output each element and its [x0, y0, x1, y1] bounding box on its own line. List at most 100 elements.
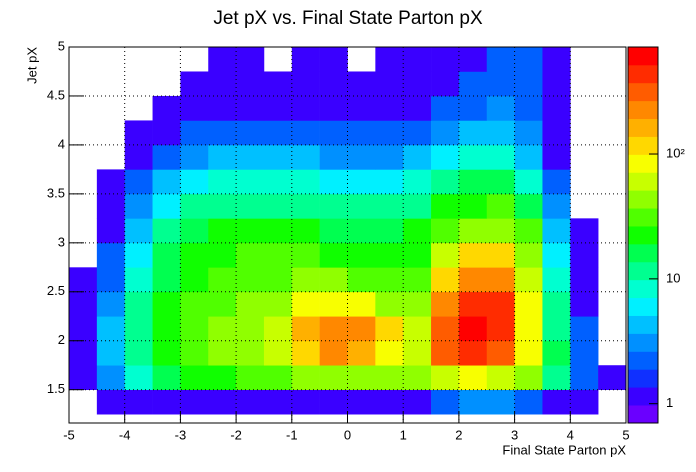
colorbar-tick-label: 1 — [666, 395, 673, 410]
heatmap-cell — [319, 389, 348, 415]
colorbar-band — [628, 154, 658, 173]
heatmap-cell — [514, 218, 543, 244]
heatmap-cell — [375, 95, 404, 121]
x-tick-label: -2 — [230, 427, 242, 442]
heatmap-cell — [263, 95, 293, 121]
heatmap-cell — [208, 267, 237, 293]
heatmap-cell — [431, 120, 460, 146]
heatmap-cell — [236, 47, 265, 72]
heatmap-cell — [96, 169, 125, 195]
heatmap-cell — [403, 316, 432, 342]
heatmap-cell — [375, 242, 404, 268]
x-tick-label: 0 — [344, 427, 351, 442]
heatmap-cell — [291, 193, 320, 219]
heatmap-cell — [403, 169, 432, 195]
heatmap-cell — [152, 144, 181, 170]
heatmap-cell — [180, 340, 209, 366]
y-axis-label: Jet pX — [24, 47, 39, 84]
x-tick-label: 4 — [567, 427, 574, 442]
heatmap-cell — [263, 144, 293, 170]
colorbar-band — [628, 226, 658, 245]
heatmap-cell — [291, 389, 320, 415]
heatmap-cell — [542, 95, 571, 121]
heatmap-cell — [319, 340, 348, 366]
heatmap-cell — [514, 291, 543, 317]
y-tick-label: 2 — [58, 332, 65, 347]
heatmap-cell — [458, 71, 488, 97]
heatmap-cell — [263, 169, 293, 195]
heatmap-cell — [236, 144, 265, 170]
heatmap-cell — [514, 95, 543, 121]
heatmap-cell — [458, 193, 488, 219]
heatmap-cell — [542, 47, 571, 72]
heatmap-cell — [403, 291, 432, 317]
x-tick-label: -4 — [119, 427, 131, 442]
heatmap-cell — [458, 95, 488, 121]
heatmap-cell — [319, 144, 348, 170]
heatmap-cell — [96, 316, 125, 342]
heatmap-cell — [570, 340, 599, 366]
heatmap-cell — [347, 316, 376, 342]
colorbar-band — [628, 208, 658, 227]
y-tick-label: 5 — [58, 38, 65, 53]
heatmap-cell — [236, 340, 265, 366]
x-tick-label: 2 — [455, 427, 462, 442]
heatmap-cell — [236, 291, 265, 317]
heatmap-cell — [486, 71, 515, 97]
heatmap-cell — [375, 218, 404, 244]
heatmap-cell — [236, 218, 265, 244]
heatmap-cell — [124, 316, 153, 342]
heatmap-cell — [458, 291, 488, 317]
heatmap-cell — [486, 316, 515, 342]
heatmap-cell — [208, 389, 237, 415]
heatmap-cell — [458, 389, 488, 415]
heatmap-cell — [152, 193, 181, 219]
heatmap-cell — [542, 389, 571, 415]
x-tick-label: 3 — [511, 427, 518, 442]
heatmap-cell — [180, 218, 209, 244]
heatmap-cell — [403, 365, 432, 391]
heatmap-cell — [319, 71, 348, 97]
heatmap-cell — [403, 120, 432, 146]
heatmap-cell — [236, 365, 265, 391]
heatmap-cell — [431, 71, 460, 97]
heatmap-cell — [486, 218, 515, 244]
heatmap-cell — [124, 340, 153, 366]
heatmap-cell — [347, 120, 376, 146]
heatmap-cell — [486, 242, 515, 268]
chart-title: Jet pX vs. Final State Parton pX — [213, 8, 483, 29]
x-tick-label: 1 — [400, 427, 407, 442]
heatmap-cell — [291, 218, 320, 244]
x-tick-label: 5 — [622, 427, 629, 442]
heatmap-cell — [180, 193, 209, 219]
heatmap-cell — [180, 267, 209, 293]
heatmap-cell — [542, 267, 571, 293]
colorbar-tick-label: 10 — [666, 270, 680, 285]
heatmap-cell — [319, 193, 348, 219]
heatmap-cell — [124, 144, 153, 170]
heatmap-cell — [96, 365, 125, 391]
colorbar-band — [628, 279, 658, 299]
heatmap-cell — [319, 267, 348, 293]
heatmap-cell — [458, 144, 488, 170]
heatmap-cell — [208, 316, 237, 342]
heatmap-cell — [514, 120, 543, 146]
heatmap-cell — [124, 120, 153, 146]
heatmap-cell — [458, 120, 488, 146]
heatmap-cell — [124, 242, 153, 268]
y-tick-label: 4.5 — [47, 87, 65, 102]
colorbar-band — [628, 82, 658, 102]
colorbar-band — [628, 405, 658, 424]
heatmap-cell — [542, 144, 571, 170]
heatmap-cell — [403, 340, 432, 366]
heatmap-cell — [514, 47, 543, 72]
heatmap-cell — [208, 291, 237, 317]
heatmap-cell — [458, 267, 488, 293]
heatmap-cell — [486, 340, 515, 366]
x-tick-label: -1 — [286, 427, 298, 442]
axes: -5 -4 -3 -2 -1 0 1 2 3 4 5 1.5 2 2.5 3 3.5 4 4.5 5 1 10 10² — [47, 38, 686, 442]
colorbar-tick-label: 10² — [666, 145, 685, 160]
heatmap-cell — [124, 193, 153, 219]
heatmap-cell — [152, 120, 181, 146]
heatmap-cell — [486, 144, 515, 170]
